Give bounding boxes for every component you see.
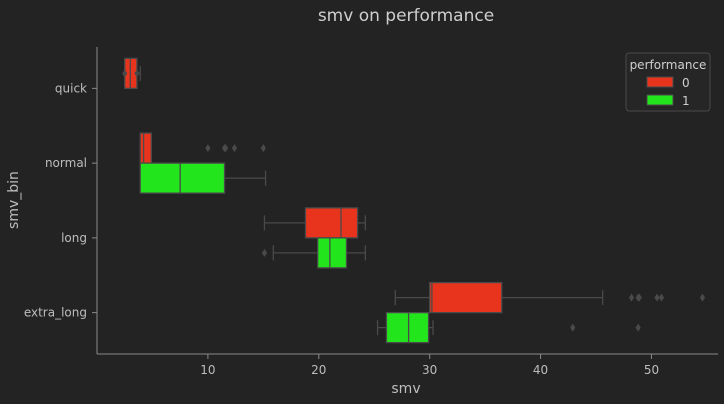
box-long — [304, 207, 359, 239]
box-normal — [139, 132, 152, 164]
outlier-point — [205, 144, 211, 153]
chart-title: smv on performance — [318, 6, 494, 26]
x-tick-label: 40 — [533, 363, 548, 377]
legend: performance 01 — [625, 52, 711, 112]
y-tick-label: extra_long — [24, 306, 87, 320]
box-extra_long — [429, 281, 503, 314]
plot-area — [122, 57, 706, 344]
series-1 — [139, 162, 641, 344]
outlier-point — [261, 248, 268, 257]
box-long — [317, 237, 348, 269]
y-tick-label: quick — [55, 81, 87, 95]
x-tick-label: 50 — [644, 363, 659, 377]
outlier-point — [134, 69, 140, 78]
y-axis-label: smv_bin — [6, 171, 22, 229]
outlier-point — [223, 144, 229, 153]
box-extra_long — [385, 311, 430, 344]
x-tick-label: 20 — [311, 363, 326, 377]
x-axis-label: smv — [391, 381, 420, 397]
legend-swatch — [646, 76, 674, 88]
outlier-point — [628, 293, 635, 302]
box-normal — [139, 162, 226, 194]
legend-label: 1 — [682, 94, 690, 108]
outlier-point — [654, 293, 660, 302]
legend-items: 01 — [646, 76, 690, 108]
outlier-point — [636, 293, 642, 302]
outlier-point — [231, 144, 238, 153]
outlier-point — [635, 323, 641, 332]
legend-label: 0 — [682, 76, 690, 90]
outlier-point — [122, 69, 128, 78]
x-tick-label: 30 — [422, 363, 437, 377]
outlier-point — [260, 144, 266, 153]
y-tick-label: long — [61, 231, 87, 245]
x-axis-ticks: 10 20 30 40 50 — [200, 354, 659, 377]
series-0 — [122, 57, 706, 314]
outlier-point — [570, 323, 576, 332]
outlier-point — [658, 293, 665, 302]
y-axis-ticks: quick normal long extra_long — [24, 81, 97, 320]
x-tick-label: 10 — [200, 363, 215, 377]
outlier-point — [699, 293, 706, 302]
legend-swatch — [646, 94, 674, 106]
y-tick-label: normal — [45, 156, 87, 170]
legend-title: performance — [630, 58, 707, 72]
